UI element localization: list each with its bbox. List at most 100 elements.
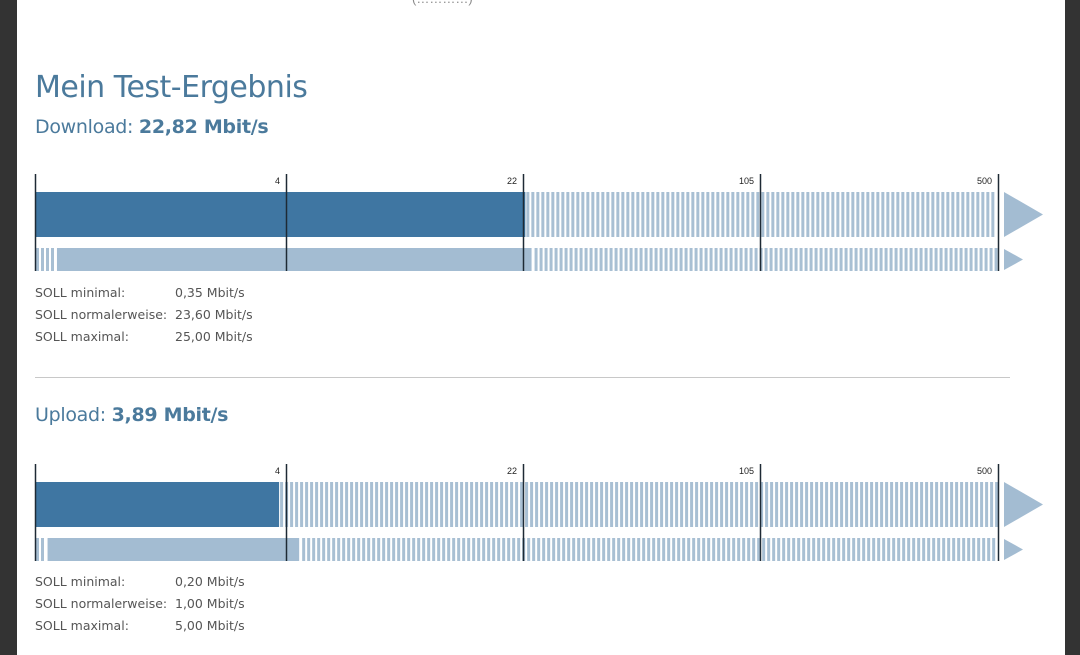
- download-top-remainder-stripe: [926, 192, 930, 237]
- upload-top-remainder-stripe: [295, 482, 299, 527]
- download-bottom-right-stripes-stripe: [564, 248, 568, 271]
- download-bottom-right-stripes-stripe: [604, 248, 608, 271]
- upload-top-remainder-stripe: [340, 482, 344, 527]
- upload-bottom-right-stripes-stripe: [327, 538, 331, 561]
- upload-bottom-left-stripes-stripe: [41, 538, 44, 561]
- upload-bottom-right-stripes-stripe: [422, 538, 426, 561]
- upload-top-remainder-stripe: [735, 482, 739, 527]
- download-top-remainder-stripe: [886, 192, 890, 237]
- upload-bottom-right-stripes-stripe: [852, 538, 856, 561]
- upload-top-remainder-stripe: [565, 482, 569, 527]
- upload-top-remainder-stripe: [575, 482, 579, 527]
- upload-tick-label-22: 22: [507, 466, 517, 476]
- download-bottom-right-stripes-stripe: [624, 248, 628, 271]
- upload-top-remainder-stripe: [695, 482, 699, 527]
- download-top-remainder-stripe: [801, 192, 805, 237]
- upload-top-remainder-stripe: [780, 482, 784, 527]
- upload-bottom-right-stripes-stripe: [437, 538, 441, 561]
- download-bottom-right-stripes-stripe: [824, 248, 828, 271]
- download-top-remainder-stripe: [591, 192, 595, 237]
- download-bottom-right-stripes-stripe: [739, 248, 743, 271]
- upload-top-remainder-stripe: [310, 482, 314, 527]
- upload-bottom-right-stripes-stripe: [557, 538, 561, 561]
- download-bottom-right-stripes-stripe: [694, 248, 698, 271]
- upload-bottom-right-stripes-stripe: [877, 538, 881, 561]
- upload-tick-label-4: 4: [275, 466, 280, 476]
- upload-bottom-right-stripes-stripe: [732, 538, 736, 561]
- upload-bottom-right-stripes-stripe: [847, 538, 851, 561]
- upload-top-remainder-stripe: [635, 482, 639, 527]
- download-bottom-right-stripes-stripe: [994, 248, 998, 271]
- upload-bottom-right-stripes-stripe: [447, 538, 451, 561]
- download-bottom-right-stripes-stripe: [809, 248, 813, 271]
- download-top-remainder-stripe: [756, 192, 760, 237]
- download-bottom-right-stripes-stripe: [859, 248, 863, 271]
- upload-top-remainder-stripe: [650, 482, 654, 527]
- download-top-remainder-stripe: [751, 192, 755, 237]
- upload-top-remainder-stripe: [770, 482, 774, 527]
- download-bottom-right-stripes-stripe: [649, 248, 653, 271]
- upload-bottom-right-stripes-stripe: [982, 538, 986, 561]
- download-top-remainder-stripe: [941, 192, 945, 237]
- upload-top-remainder-stripe: [430, 482, 434, 527]
- upload-top-remainder-stripe: [550, 482, 554, 527]
- upload-bottom-right-stripes-stripe: [307, 538, 311, 561]
- upload-top-remainder-stripe: [845, 482, 849, 527]
- upload-top-remainder-stripe: [715, 482, 719, 527]
- upload-bottom-right-stripes-stripe: [512, 538, 516, 561]
- upload-top-remainder-stripe: [490, 482, 494, 527]
- upload-tick-label-500: 500: [977, 466, 992, 476]
- upload-bottom-right-stripes-stripe: [477, 538, 481, 561]
- upload-top-remainder-stripe: [700, 482, 704, 527]
- upload-bottom-arrow: [1004, 539, 1023, 560]
- upload-top-remainder-stripe: [935, 482, 939, 527]
- download-bottom-right-stripes: [534, 248, 998, 271]
- upload-bottom-right-stripes-stripe: [602, 538, 606, 561]
- download-top-remainder-stripe: [611, 192, 615, 237]
- upload-bottom-right-stripes-stripe: [362, 538, 366, 561]
- upload-bottom-right-stripes-stripe: [672, 538, 676, 561]
- download-top-remainder-stripe: [596, 192, 600, 237]
- upload-top-remainder-stripe: [705, 482, 709, 527]
- download-bottom-right-stripes-stripe: [704, 248, 708, 271]
- download-bottom-right-stripes-stripe: [869, 248, 873, 271]
- download-top-remainder-stripe: [661, 192, 665, 237]
- download-top-remainder-stripe: [576, 192, 580, 237]
- download-bottom-right-stripes-stripe: [984, 248, 988, 271]
- download-tick-label-500: 500: [977, 176, 992, 186]
- download-top-remainder-stripe: [931, 192, 935, 237]
- download-bottom-left-stripes-stripe: [51, 248, 54, 271]
- download-top-remainder-stripe: [771, 192, 775, 237]
- upload-top-remainder-stripe: [400, 482, 404, 527]
- download-top-remainder-stripe: [836, 192, 840, 237]
- upload-top-remainder-stripe: [880, 482, 884, 527]
- download-soll-normal: SOLL normalerweise: 23,60 Mbit/s: [35, 307, 253, 322]
- upload-bottom-right-stripes-stripe: [722, 538, 726, 561]
- upload-top-remainder-stripe: [875, 482, 879, 527]
- upload-soll-range-bar: [47, 538, 300, 561]
- download-bottom-right-stripes-stripe: [559, 248, 563, 271]
- download-top-remainder-stripe: [701, 192, 705, 237]
- upload-top-remainder-stripe: [440, 482, 444, 527]
- upload-top-remainder-stripe: [840, 482, 844, 527]
- upload-top-remainder-stripe: [425, 482, 429, 527]
- download-bottom-right-stripes-stripe: [909, 248, 913, 271]
- upload-bottom-right-stripes-stripe: [912, 538, 916, 561]
- download-bottom-right-stripes-stripe: [709, 248, 713, 271]
- upload-bottom-right-stripes-stripe: [927, 538, 931, 561]
- download-bottom-right-stripes-stripe: [944, 248, 948, 271]
- download-bottom-right-stripes-stripe: [919, 248, 923, 271]
- upload-top-remainder-stripe: [520, 482, 524, 527]
- download-bottom-right-stripes-stripe: [814, 248, 818, 271]
- download-top-remainder-stripe: [876, 192, 880, 237]
- download-label: Download:: [35, 116, 134, 138]
- upload-top-remainder-stripe: [745, 482, 749, 527]
- upload-bottom-right-stripes-stripe: [842, 538, 846, 561]
- upload-top-remainder-stripe: [955, 482, 959, 527]
- download-top-remainder-stripe: [906, 192, 910, 237]
- upload-bottom-right-stripes-stripe: [442, 538, 446, 561]
- download-bottom-right-stripes-stripe: [849, 248, 853, 271]
- upload-bottom-right-stripes-stripe: [987, 538, 991, 561]
- download-bottom-right-stripes-stripe: [769, 248, 773, 271]
- download-top-remainder-stripe: [806, 192, 810, 237]
